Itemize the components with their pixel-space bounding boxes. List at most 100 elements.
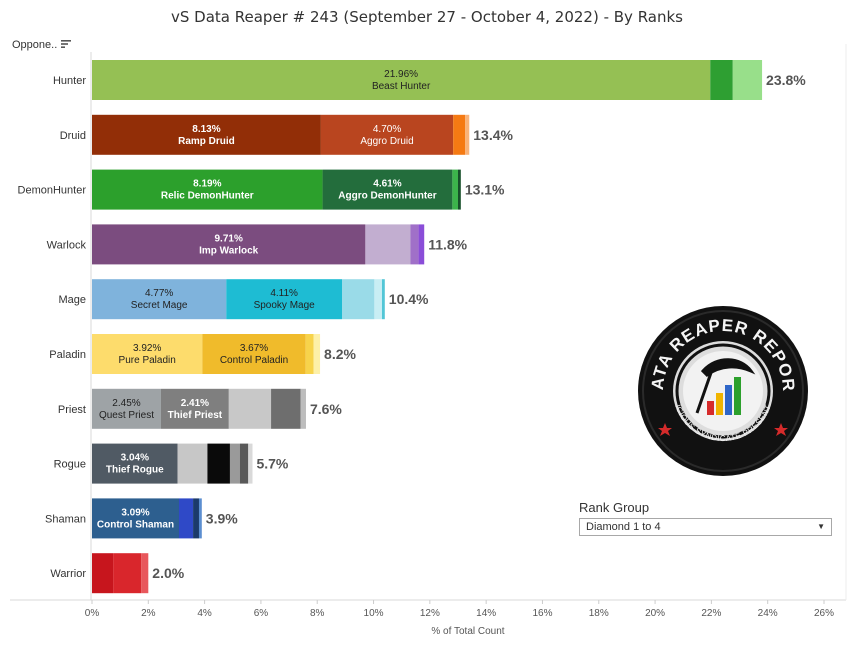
- bar-segment: [92, 553, 114, 594]
- bar-segment: [92, 224, 366, 265]
- row-total-label: 13.4%: [473, 127, 513, 143]
- row-total-label: 5.7%: [256, 456, 288, 472]
- x-axis-title: % of Total Count: [431, 626, 504, 637]
- sort-icon[interactable]: [60, 38, 72, 50]
- segment-percent-label: 3.92%: [133, 343, 161, 354]
- segment-archetype-label: Aggro DemonHunter: [338, 191, 436, 202]
- x-tick-label: 2%: [141, 608, 156, 619]
- bar-segment: [305, 334, 314, 374]
- segment-archetype-label: Ramp Druid: [178, 136, 235, 147]
- bar-segment: [141, 553, 149, 594]
- bar-segment: [177, 443, 208, 484]
- x-tick-label: 18%: [589, 608, 609, 619]
- bar-segment: [160, 388, 229, 429]
- segment-percent-label: 3.04%: [121, 453, 149, 464]
- rank-group-selected: Diamond 1 to 4: [586, 521, 661, 533]
- segment-archetype-label: Pure Paladin: [119, 355, 176, 366]
- bar-segment: [202, 334, 306, 374]
- bar-segment: [418, 224, 425, 265]
- class-label-warlock: Warlock: [47, 239, 87, 251]
- bar-segment: [381, 279, 385, 320]
- segment-percent-label: 8.19%: [193, 179, 221, 190]
- bar-segment: [92, 443, 178, 484]
- bar-segment: [465, 114, 470, 155]
- segment-percent-label: 4.77%: [145, 288, 173, 299]
- star-icon: [658, 423, 672, 436]
- x-tick-label: 0%: [85, 608, 100, 619]
- x-tick-label: 10%: [364, 608, 384, 619]
- segment-percent-label: 21.96%: [384, 69, 418, 80]
- bar-segment: [248, 443, 253, 484]
- bar-segment: [365, 224, 411, 265]
- chart-title: vS Data Reaper # 243 (September 27 - Oct…: [171, 8, 683, 26]
- bar-segment: [452, 169, 458, 210]
- segment-archetype-label: Secret Mage: [131, 300, 188, 311]
- segment-archetype-label: Control Paladin: [220, 355, 288, 366]
- row-total-label: 11.8%: [428, 236, 467, 252]
- row-total-label: 8.2%: [324, 346, 356, 362]
- segment-percent-label: 4.70%: [373, 124, 401, 135]
- rank-group-dropdown[interactable]: Diamond 1 to 4 ▼: [579, 518, 832, 536]
- bar-segment: [322, 169, 453, 210]
- segment-archetype-label: Quest Priest: [99, 410, 154, 421]
- x-tick-label: 20%: [645, 608, 665, 619]
- segment-percent-label: 3.67%: [240, 343, 268, 354]
- x-tick-label: 26%: [814, 608, 834, 619]
- bar-segment: [92, 334, 203, 374]
- class-label-demonhunter: DemonHunter: [18, 185, 87, 197]
- bar-segment: [732, 60, 763, 100]
- segment-archetype-label: Spooky Mage: [254, 300, 316, 311]
- row-total-label: 23.8%: [766, 72, 806, 88]
- bar-segment: [193, 498, 199, 539]
- bar-segment: [92, 279, 227, 320]
- bar-segment: [239, 443, 249, 484]
- segment-percent-label: 4.61%: [373, 179, 401, 190]
- x-tick-label: 8%: [310, 608, 325, 619]
- bar-segment: [300, 388, 306, 429]
- x-axis: 0% 2% 4% 6% 8% 10% 12% 14% 16% 18% 20% 22% 24% 26%: [85, 600, 834, 619]
- bar-segment: [178, 498, 194, 539]
- segment-archetype-label: Imp Warlock: [199, 245, 259, 256]
- bar-segment: [710, 60, 733, 100]
- segment-archetype-label: Control Shaman: [97, 519, 174, 530]
- bar-segment: [313, 334, 321, 374]
- row-total-label: 10.4%: [389, 291, 429, 307]
- class-label-rogue: Rogue: [54, 459, 86, 471]
- x-tick-label: 22%: [701, 608, 721, 619]
- bar-segment: [374, 279, 382, 320]
- row-total-label: 7.6%: [310, 401, 342, 417]
- data-reaper-logo: DATA REAPER REPORT VICIOUS SYNDICATE PRE…: [637, 305, 808, 476]
- rank-group-label: Rank Group: [579, 500, 650, 515]
- segment-percent-label: 9.71%: [215, 233, 243, 244]
- bar-segment: [342, 279, 375, 320]
- bar-segment: [226, 279, 343, 320]
- column-header-opponent[interactable]: Oppone..: [12, 39, 58, 51]
- row-total-label: 13.1%: [465, 182, 505, 198]
- bar-segment: [271, 388, 301, 429]
- x-tick-label: 6%: [254, 608, 269, 619]
- segment-archetype-label: Thief Rogue: [106, 465, 164, 476]
- bar-segment: [458, 169, 461, 210]
- class-label-mage: Mage: [58, 294, 86, 306]
- class-label-paladin: Paladin: [49, 349, 86, 361]
- x-tick-label: 16%: [532, 608, 552, 619]
- bar-segment: [92, 114, 321, 155]
- bar-segment: [92, 60, 711, 100]
- bar-segment: [229, 443, 240, 484]
- segment-archetype-label: Relic DemonHunter: [161, 191, 254, 202]
- segment-percent-label: 3.09%: [121, 507, 149, 518]
- class-label-shaman: Shaman: [45, 513, 86, 525]
- bar-segment: [410, 224, 419, 265]
- bar-segment: [113, 553, 142, 594]
- x-tick-label: 4%: [197, 608, 212, 619]
- bar-segment: [198, 498, 202, 539]
- bar-segment: [92, 388, 161, 429]
- class-label-druid: Druid: [60, 130, 86, 142]
- segment-archetype-label: Beast Hunter: [372, 81, 431, 92]
- scythe-icon: [695, 358, 756, 414]
- segment-percent-label: 2.41%: [181, 398, 209, 409]
- class-label-warrior: Warrior: [50, 568, 86, 580]
- class-label-priest: Priest: [58, 404, 86, 416]
